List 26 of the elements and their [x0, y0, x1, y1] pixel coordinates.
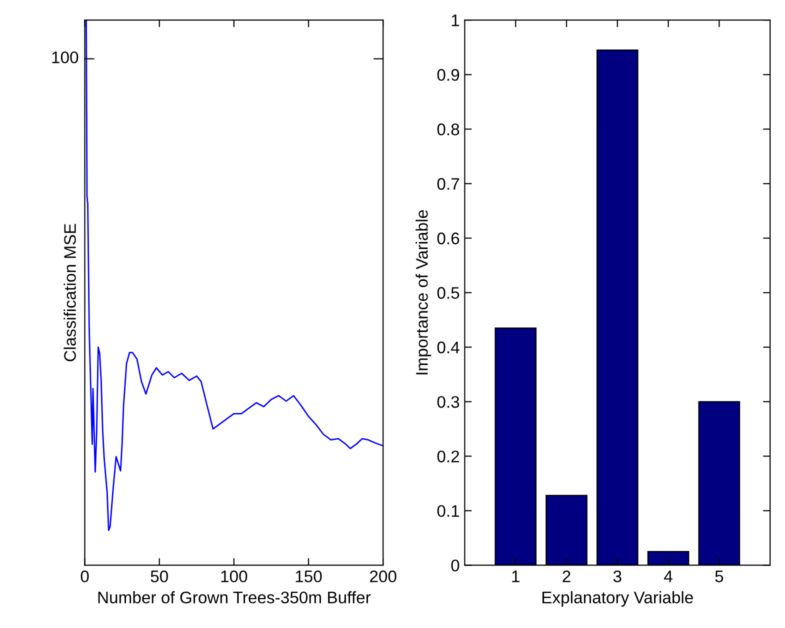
x-tick-label: 200 — [370, 570, 396, 582]
text: 100 — [52, 51, 78, 64]
x-tick-label: 150 — [296, 570, 322, 582]
y-axis-title: Classification MSE — [64, 224, 76, 362]
y-tick-label: 0 — [451, 560, 460, 572]
y-tick-label: 0.2 — [437, 450, 460, 462]
x-axis-title: Number of Grown Trees-350m Buffer — [98, 591, 371, 604]
y-tick-label: 0.8 — [437, 124, 460, 136]
x-tick-label: 1 — [512, 570, 520, 582]
x-tick-label: 4 — [664, 570, 672, 582]
y-tick-label: 0.5 — [437, 287, 460, 299]
x-tick-label: 5 — [715, 570, 724, 582]
y-tick-label: 0.9 — [437, 69, 460, 81]
x-tick-label: 50 — [150, 570, 168, 582]
x-tick-label: 100 — [221, 570, 248, 582]
y-tick-label: 0.1 — [437, 505, 460, 517]
x-tick-label: 3 — [613, 570, 622, 582]
y-tick-label: 0.6 — [437, 232, 460, 244]
y-tick-label: 1 — [452, 14, 460, 26]
y-axis-title: Importance of Variable — [416, 210, 432, 374]
x-tick-label: 2 — [562, 570, 570, 582]
y-tick-label: 0.4 — [437, 342, 460, 354]
x-tick-label: 0 — [80, 570, 89, 582]
x-axis-title: Explanatory Variable — [542, 591, 693, 607]
y-tick-label: 0.7 — [437, 178, 460, 190]
y-tick-label: 0.3 — [437, 396, 460, 408]
